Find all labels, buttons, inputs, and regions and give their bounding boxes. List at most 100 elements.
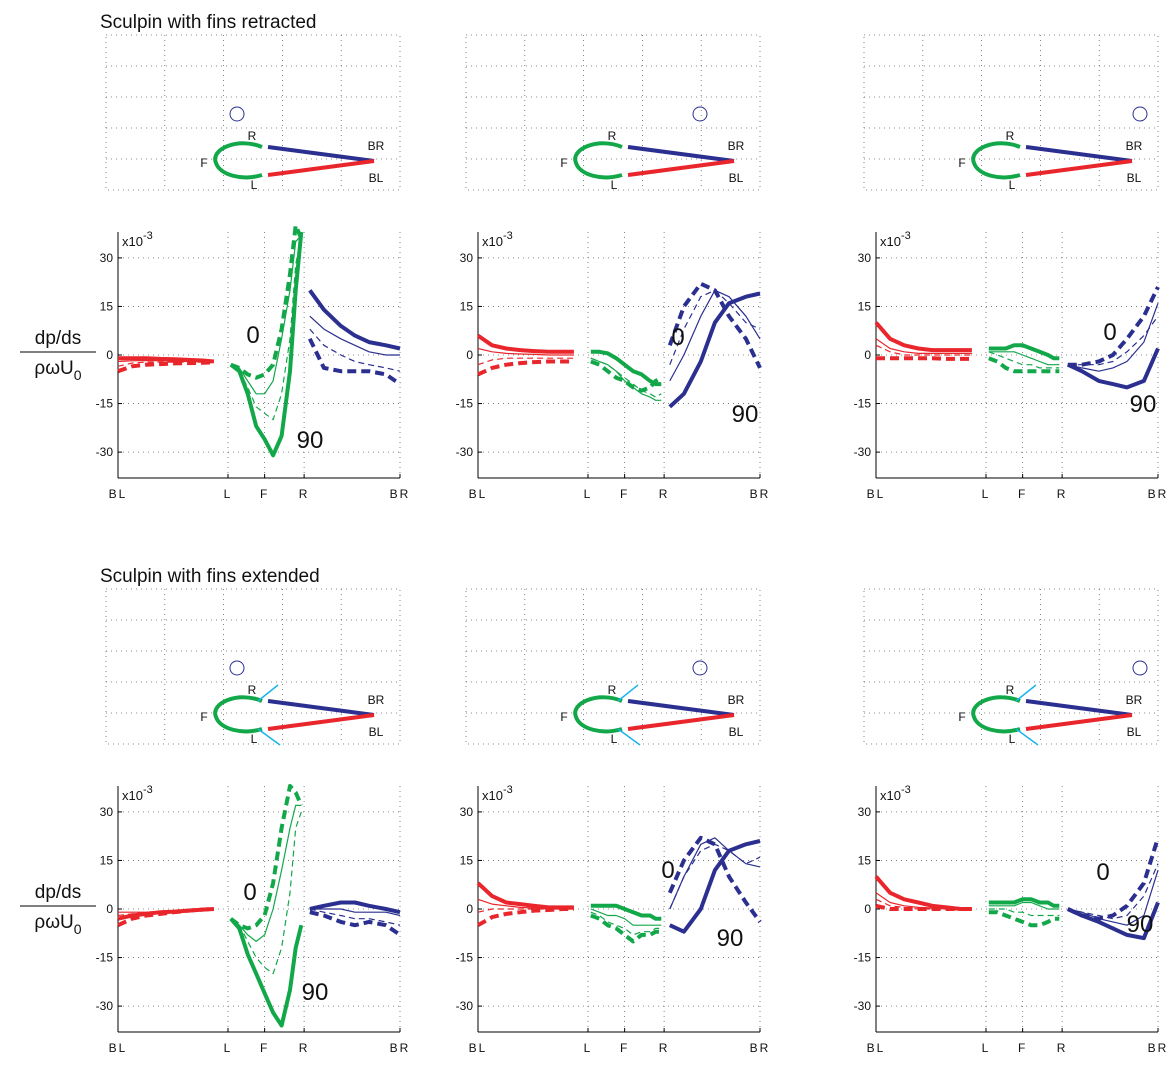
x-tick-label: BL <box>109 1041 128 1055</box>
y-tick-label: 30 <box>858 251 872 265</box>
annotation: 90 <box>1130 391 1157 418</box>
fin <box>617 728 641 746</box>
y-tick-label: 0 <box>864 348 871 362</box>
y-tick-label: 15 <box>858 299 872 313</box>
y-tick-label: -30 <box>854 445 872 459</box>
x-tick-label: BR <box>390 487 411 501</box>
y-tick-label: 0 <box>106 348 113 362</box>
series-line <box>874 321 972 353</box>
annotation: 0 <box>246 322 259 349</box>
y-label-numerator: dp/ds <box>35 328 81 349</box>
phase-circle <box>692 660 708 676</box>
annotation: 90 <box>717 925 744 952</box>
series-line <box>1067 315 1159 366</box>
series-line <box>988 351 1060 369</box>
series-line <box>669 289 761 365</box>
series-line <box>875 898 972 910</box>
x-tick-label: BL <box>867 487 886 501</box>
x-tick-label: L <box>982 1041 991 1055</box>
series-line <box>230 811 302 975</box>
series-line <box>590 908 662 926</box>
series-line <box>875 892 972 910</box>
schematic-label: BR <box>728 693 745 707</box>
schematic-label: BR <box>368 139 385 153</box>
annotation: 90 <box>297 427 324 454</box>
series-line <box>309 900 401 915</box>
section-title: Sculpin with fins retracted <box>100 12 317 33</box>
series-line <box>230 234 302 395</box>
body-right <box>267 145 375 163</box>
schematic-label: L <box>251 732 258 746</box>
series-line <box>308 289 401 351</box>
y-tick-label: 30 <box>100 251 114 265</box>
y-scale-base: x10 <box>880 234 901 249</box>
y-tick-label: 0 <box>864 902 871 916</box>
series-line <box>117 361 214 367</box>
body-right <box>627 145 735 163</box>
y-tick-label: 0 <box>466 348 473 362</box>
series-line <box>988 901 1060 910</box>
series-line <box>875 344 972 356</box>
series-line <box>988 356 1060 374</box>
schematic-label: BL <box>1127 171 1142 185</box>
annotation: 0 <box>1096 859 1109 886</box>
series-line <box>229 784 304 931</box>
series-line <box>874 875 972 911</box>
series-line <box>988 910 1060 928</box>
series-line <box>590 357 662 398</box>
series-line <box>309 908 401 917</box>
y-label-denominator: ρωU0 <box>34 912 81 937</box>
x-tick-label: F <box>260 1041 269 1055</box>
annotation: 0 <box>671 324 684 351</box>
y-tick-label: 30 <box>460 805 474 819</box>
schematic-label: F <box>200 156 207 170</box>
series-line <box>590 913 662 944</box>
body-front <box>213 141 263 180</box>
y-tick-label: -15 <box>854 951 872 965</box>
y-tick-label: -15 <box>456 397 474 411</box>
body-right <box>1025 145 1133 163</box>
schematic-label: BR <box>1126 693 1143 707</box>
series-line <box>875 338 972 354</box>
body-left <box>627 713 735 731</box>
body-front <box>573 695 623 734</box>
annotation: 0 <box>243 879 256 906</box>
y-scale-label: x10-3 <box>482 230 513 249</box>
body-front <box>971 695 1021 734</box>
y-label-denominator-text: ρωU <box>34 358 73 379</box>
body-front <box>213 695 263 734</box>
x-tick-label: L <box>224 487 233 501</box>
series-line <box>590 903 662 921</box>
schematic-label: BL <box>729 725 744 739</box>
x-tick-label: F <box>1018 1041 1027 1055</box>
fin <box>1015 728 1039 746</box>
phase-circle <box>1132 106 1148 122</box>
schematic-frame <box>105 34 401 191</box>
phase-circle <box>229 660 245 676</box>
series-line <box>308 337 402 386</box>
body-left <box>1025 713 1133 731</box>
schematic-label: F <box>560 710 567 724</box>
y-tick-label: 15 <box>460 299 474 313</box>
schematic-label: R <box>1006 683 1015 697</box>
series-line <box>309 315 400 356</box>
y-label-subscript: 0 <box>74 367 82 383</box>
schematic-label: BL <box>369 725 384 739</box>
series-line <box>988 908 1060 917</box>
series-line <box>669 843 761 910</box>
x-tick-label: BR <box>750 487 771 501</box>
y-tick-label: -15 <box>96 951 114 965</box>
y-scale-exponent: -3 <box>503 230 513 242</box>
body-left <box>267 159 375 177</box>
schematic-frame <box>465 34 761 191</box>
y-scale-exponent: -3 <box>143 230 153 242</box>
x-tick-label: BR <box>1148 487 1169 501</box>
series-line <box>117 908 214 917</box>
series-line <box>477 907 574 927</box>
y-scale-exponent: -3 <box>901 230 911 242</box>
annotation: 90 <box>302 979 329 1006</box>
schematic-label: L <box>1009 178 1016 192</box>
x-tick-label: F <box>620 1041 629 1055</box>
y-scale-label: x10-3 <box>880 784 911 803</box>
y-tick-label: 0 <box>466 902 473 916</box>
